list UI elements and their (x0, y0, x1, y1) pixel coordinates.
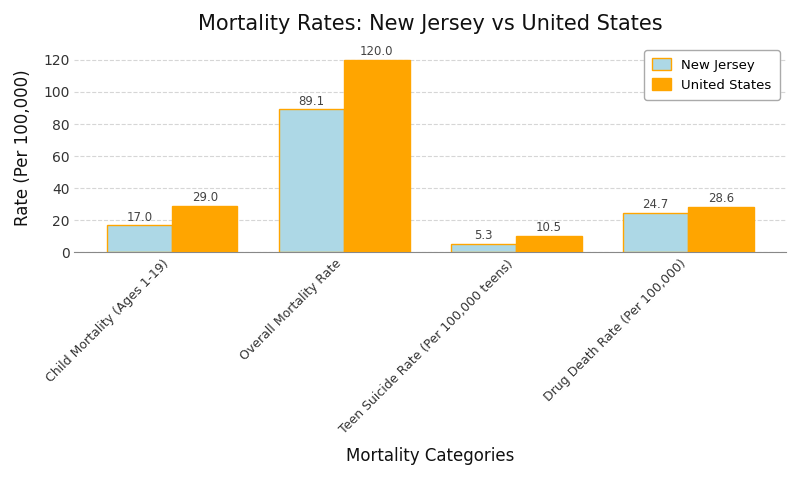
Bar (516, 236, 582, 252)
Bar (172, 206, 238, 252)
Bar (344, 60, 410, 252)
Text: 24.7: 24.7 (642, 198, 669, 211)
Text: 89.1: 89.1 (298, 95, 325, 108)
Bar (278, 109, 344, 252)
Text: 5.3: 5.3 (474, 229, 493, 242)
Y-axis label: Rate (Per 100,000): Rate (Per 100,000) (14, 70, 32, 227)
Title: Mortality Rates: New Jersey vs United States: Mortality Rates: New Jersey vs United St… (198, 14, 662, 34)
Text: 17.0: 17.0 (126, 211, 152, 224)
Bar (623, 213, 688, 252)
Legend: New Jersey, United States: New Jersey, United States (645, 50, 779, 100)
Bar (688, 206, 754, 252)
Text: 28.6: 28.6 (708, 192, 734, 205)
Text: 29.0: 29.0 (192, 191, 218, 204)
Bar (106, 225, 172, 252)
Bar (451, 244, 516, 252)
Text: 120.0: 120.0 (360, 45, 394, 58)
X-axis label: Mortality Categories: Mortality Categories (346, 447, 514, 465)
Text: 10.5: 10.5 (536, 221, 562, 234)
